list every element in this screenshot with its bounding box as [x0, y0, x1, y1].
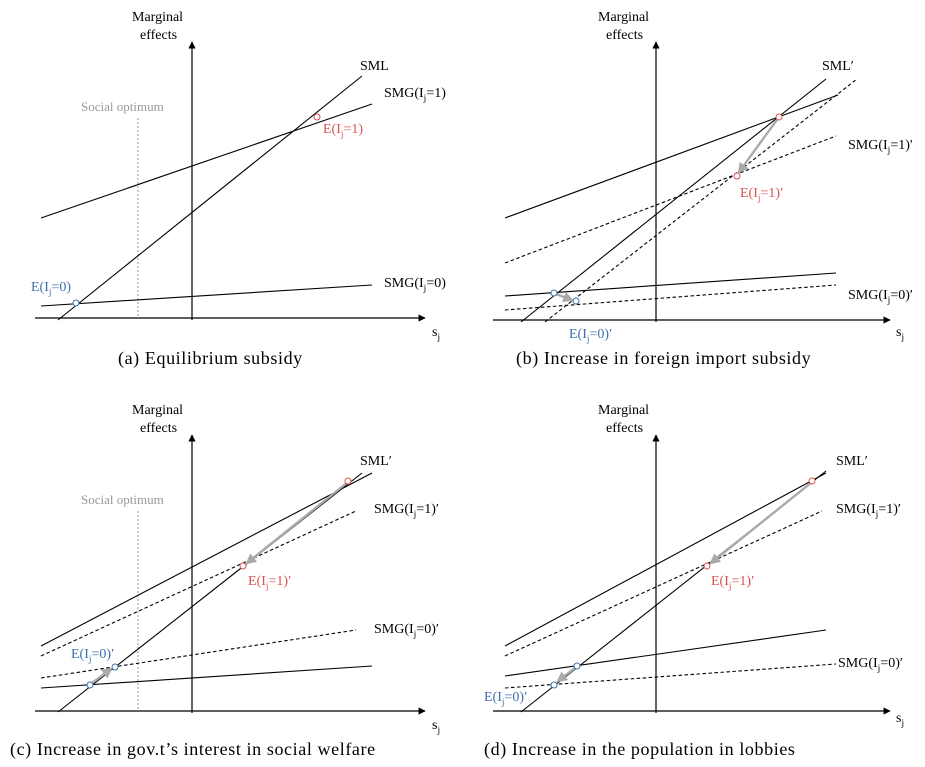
y-axis-label-line2: effects: [140, 421, 177, 436]
y-axis-label-line2: effects: [606, 421, 643, 436]
panel-a: Marginal effects sj Social optimum SML S…: [31, 10, 446, 369]
equilibrium-point-i1-old: [808, 477, 816, 485]
equilibrium-point-i1: [313, 113, 321, 121]
sml-label: SML′: [836, 454, 868, 469]
smg1-shifted-line: [40, 510, 357, 657]
panel-b: Marginal effects sj SML′ SMG(Ij=1)′ SMG(…: [493, 10, 913, 369]
smg1-label: SMG(Ij=1)′: [374, 502, 439, 520]
shift-arrow-i1: [709, 481, 813, 565]
equilibrium-point-i0-new: [550, 681, 558, 689]
shift-arrow-i1: [737, 116, 780, 174]
equilibrium-point-i0-old: [550, 289, 558, 297]
e1-label: E(Ij=1)′: [711, 574, 754, 592]
caption-c: (c) Increase in gov.t’s interest in soci…: [10, 739, 376, 760]
smg0-line: [504, 272, 837, 297]
smg1-line: [504, 94, 839, 219]
x-axis-label: sj: [896, 325, 904, 343]
equilibrium-point-i0: [72, 299, 80, 307]
caption-d: (d) Increase in the population in lobbie…: [484, 739, 796, 760]
equilibrium-point-i0-old: [86, 681, 94, 689]
y-axis-label-line2: effects: [606, 28, 643, 43]
social-optimum-label: Social optimum: [81, 99, 164, 114]
equilibrium-point-i1-new: [733, 172, 741, 180]
smg0-line: [40, 665, 373, 689]
smg0-label: SMG(Ij=0): [384, 276, 446, 294]
y-axis-label-line1: Marginal: [132, 10, 183, 25]
sml-line: [520, 78, 827, 323]
equilibrium-point-i1-new: [703, 562, 711, 570]
equilibrium-point-i1-new: [239, 562, 247, 570]
smg0-line: [40, 284, 373, 307]
smg0-shifted-line: [504, 284, 837, 311]
x-axis-label: sj: [896, 711, 904, 729]
smg1-shifted-line: [504, 510, 823, 657]
e1-label: E(Ij=1)′: [740, 186, 783, 204]
smg1-shifted-line: [504, 135, 837, 264]
equilibrium-point-i0-new: [111, 663, 119, 671]
sml-shifted-line: [544, 78, 858, 323]
x-axis-label: sj: [432, 718, 440, 736]
shift-arrow-i1: [245, 481, 349, 565]
e0-label: E(Ij=0)′: [71, 647, 114, 665]
e0-label: E(Ij=0)′: [484, 690, 527, 708]
smg0-shifted-line: [40, 629, 357, 679]
equilibrium-point-i0-old: [573, 662, 581, 670]
smg1-line: [40, 103, 373, 219]
shift-arrow-i0: [91, 667, 113, 684]
caption-a: (a) Equilibrium subsidy: [118, 348, 303, 369]
y-axis-label-line1: Marginal: [132, 403, 183, 418]
e1-label: E(Ij=1): [323, 122, 363, 140]
shift-arrow-i0: [555, 291, 575, 303]
equilibrium-point-i0-new: [572, 297, 580, 305]
equilibrium-point-i1-old: [344, 477, 352, 485]
smg0-line: [504, 629, 827, 677]
sml-label: SML′: [360, 454, 392, 469]
panel-d: Marginal effects sj SML′ SMG(Ij=1)′ SMG(…: [484, 403, 904, 760]
e0-label: E(Ij=0): [31, 280, 71, 298]
smg0-label: SMG(Ij=0)′: [374, 622, 439, 640]
sml-line: [57, 75, 363, 321]
x-axis-label: sj: [432, 325, 440, 343]
y-axis-label-line1: Marginal: [598, 403, 649, 418]
y-axis-label-line2: effects: [140, 28, 177, 43]
smg0-label: SMG(Ij=0)′: [848, 288, 913, 306]
sml-label: SML′: [822, 59, 854, 74]
smg1-label: SMG(Ij=1): [384, 86, 446, 104]
equilibrium-point-i1-old: [775, 113, 783, 121]
y-axis-label-line1: Marginal: [598, 10, 649, 25]
smg0-shifted-line: [504, 663, 837, 689]
e0-label: E(Ij=0)′: [569, 327, 612, 345]
smg1-label: SMG(Ij=1)′: [848, 138, 913, 156]
shift-arrow-i0: [556, 667, 576, 683]
sml-label: SML: [360, 59, 389, 74]
smg1-label: SMG(Ij=1)′: [836, 502, 901, 520]
smg0-label: SMG(Ij=0)′: [838, 656, 903, 674]
smg1-line: [504, 472, 827, 647]
smg1-line: [40, 472, 373, 647]
social-optimum-label: Social optimum: [81, 492, 164, 507]
panel-c: Marginal effects sj Social optimum SML′ …: [10, 403, 440, 760]
e1-label: E(Ij=1)′: [248, 574, 291, 592]
caption-b: (b) Increase in foreign import subsidy: [516, 348, 811, 369]
